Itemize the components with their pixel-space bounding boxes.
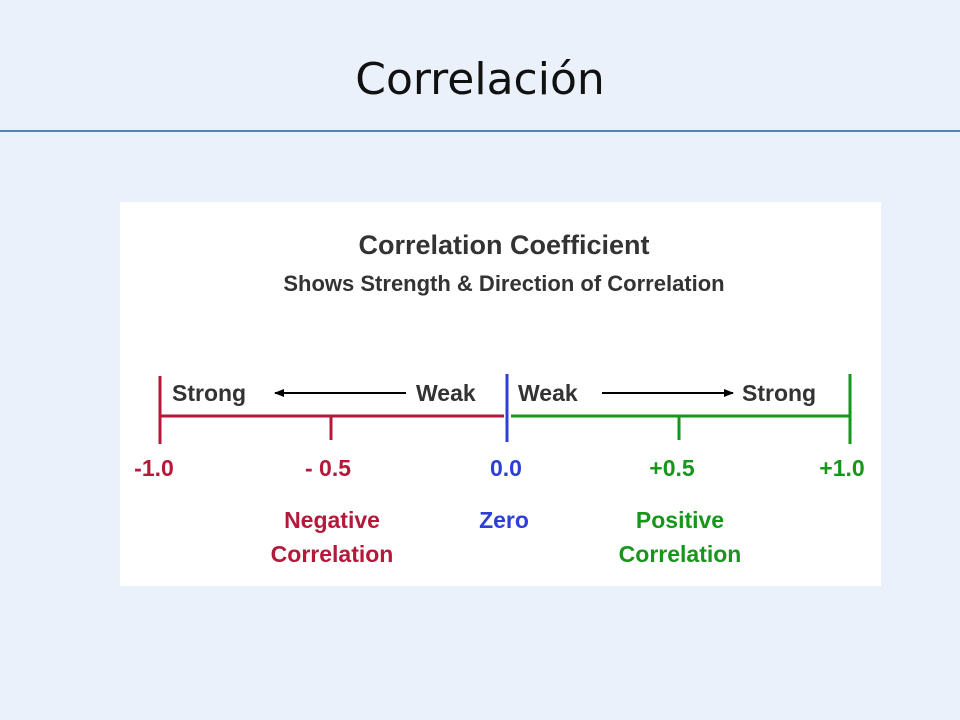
negative-category-line-1: Negative xyxy=(284,507,380,533)
tick-label-plus-1: +1.0 xyxy=(819,455,864,481)
negative-category-line-2: Correlation xyxy=(271,541,394,567)
figure-heading: Correlation Coefficient xyxy=(358,230,649,260)
positive-strong-label: Strong xyxy=(742,380,816,406)
title-divider xyxy=(0,130,960,132)
positive-category-line-2: Correlation xyxy=(619,541,742,567)
correlation-scale-diagram: Correlation Coefficient Shows Strength &… xyxy=(134,230,865,567)
positive-category-line-1: Positive xyxy=(636,507,724,533)
tick-label-minus-0-5: - 0.5 xyxy=(305,455,351,481)
tick-label-zero: 0.0 xyxy=(490,455,522,481)
tick-label-plus-0-5: +0.5 xyxy=(649,455,695,481)
negative-strong-label: Strong xyxy=(172,380,246,406)
figure-subheading: Shows Strength & Direction of Correlatio… xyxy=(283,271,724,296)
negative-weak-label: Weak xyxy=(416,380,476,406)
correlation-coefficient-figure: Correlation Coefficient Shows Strength &… xyxy=(120,202,881,586)
tick-label-minus-1: -1.0 xyxy=(134,455,174,481)
slide-title: Correlación xyxy=(355,54,605,105)
positive-weak-label: Weak xyxy=(518,380,578,406)
zero-category-label: Zero xyxy=(479,507,529,533)
